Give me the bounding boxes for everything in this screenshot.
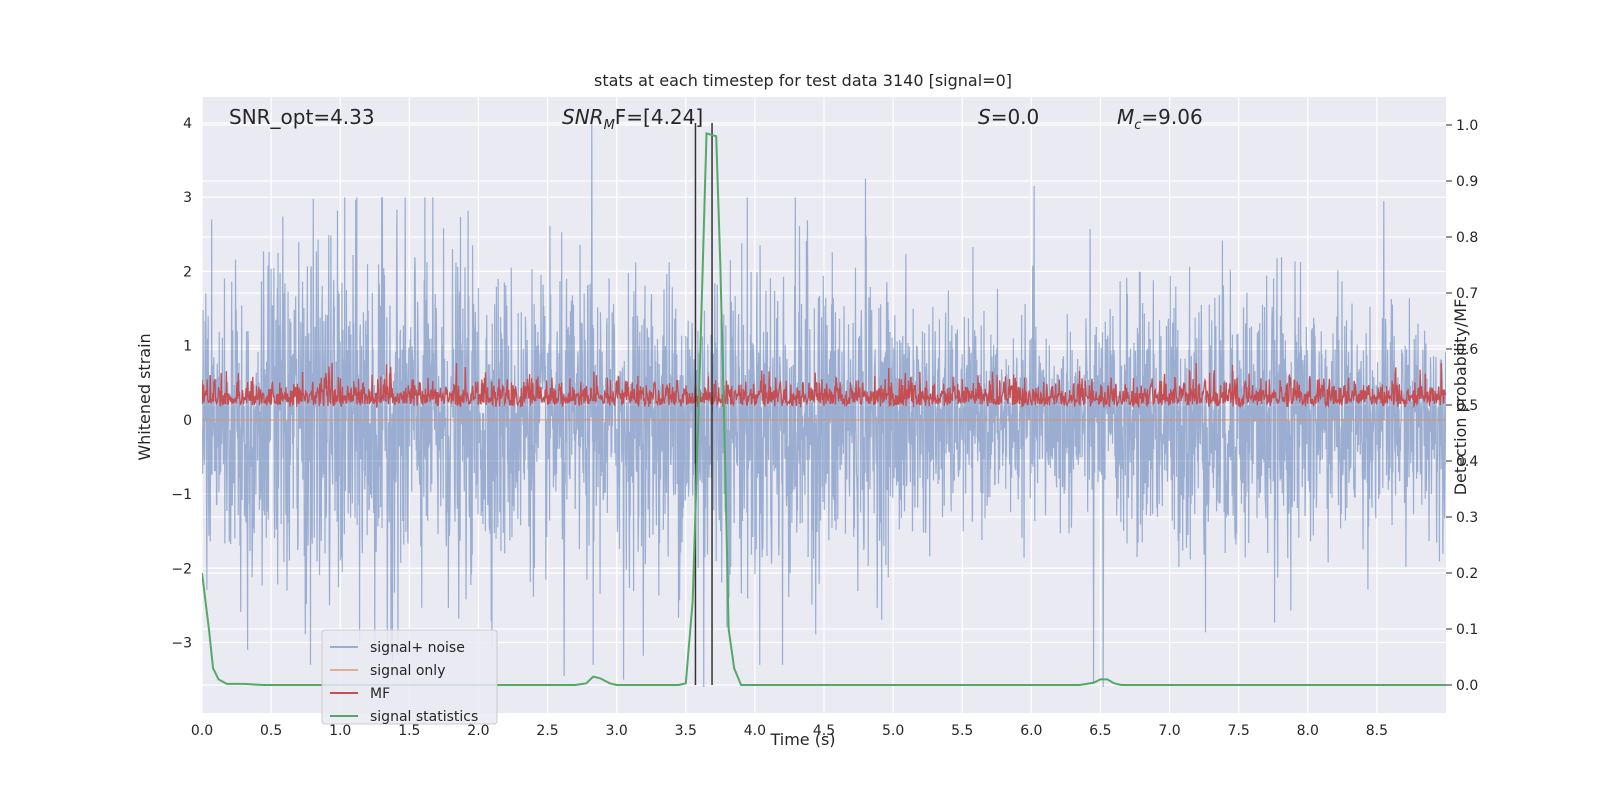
- signal-statistics-series: [202, 132, 1446, 686]
- legend-entry-label: signal+ noise: [370, 640, 465, 656]
- x-tick-label: 3.5: [675, 723, 697, 739]
- legend-entry-label: MF: [370, 686, 390, 702]
- x-tick-label: 6.0: [1020, 723, 1042, 739]
- s-variable: S: [978, 105, 991, 129]
- x-axis-label: Time (s): [769, 730, 835, 749]
- legend: signal+ noise signal only MF signal statist…: [321, 629, 498, 725]
- y-right-tick-label: 0.7: [1456, 286, 1478, 302]
- y-left-tick-label: −1: [171, 487, 192, 503]
- mf-series: [202, 362, 1446, 409]
- y-right-tick-label: 0.9: [1456, 174, 1478, 190]
- y-left-tick-label: −2: [171, 561, 192, 577]
- legend-entry-label: signal only: [370, 663, 445, 679]
- y-right-tick-label: 0.1: [1456, 622, 1478, 638]
- y-axis-right-ticks: 0.0 0.1 0.2 0.3 0.4 0.5 0.6 0.7 0.8 0.9 1.0: [1446, 118, 1478, 694]
- mc-variable: M: [1117, 105, 1134, 129]
- mc-value: =9.06: [1141, 105, 1202, 129]
- y-right-tick-label: 0.3: [1456, 510, 1478, 526]
- snr-mf-suffix: F=[4.24]: [615, 105, 703, 129]
- y-left-tick-label: −3: [171, 635, 192, 651]
- y-right-tick-label: 0.4: [1456, 454, 1478, 470]
- legend-box: [321, 629, 498, 725]
- x-tick-label: 0.0: [191, 723, 213, 739]
- x-tick-label: 8.0: [1297, 723, 1319, 739]
- annotation-snr-opt: SNR_opt=4.33: [229, 105, 375, 129]
- y-left-tick-label: 2: [183, 264, 192, 280]
- y-left-tick-label: 4: [183, 116, 192, 132]
- x-tick-label: 8.5: [1366, 723, 1388, 739]
- x-tick-label: 4.5: [813, 723, 835, 739]
- y-right-tick-label: 0.8: [1456, 230, 1478, 246]
- signal-statistics-line: [202, 132, 1446, 686]
- annotation-snr-mf: SNRMF=[4.24]: [562, 105, 703, 133]
- y-left-tick-label: 0: [183, 413, 192, 429]
- x-tick-label: 5.5: [951, 723, 973, 739]
- x-tick-label: 2.0: [467, 723, 489, 739]
- y-right-tick-label: 0.0: [1456, 678, 1478, 694]
- y-left-tick-label: 3: [183, 190, 192, 206]
- chart-title: stats at each timestep for test data 314…: [594, 71, 1012, 90]
- x-tick-label: 6.5: [1089, 723, 1111, 739]
- snr-mf-subscript: M: [604, 118, 615, 133]
- snr-mf-prefix: SNR: [562, 105, 604, 129]
- y-left-tick-label: 1: [183, 339, 192, 355]
- x-tick-label: 7.0: [1158, 723, 1180, 739]
- s-value: =0.0: [991, 105, 1040, 129]
- vline-layer: [694, 122, 713, 685]
- y-right-tick-label: 0.6: [1456, 342, 1478, 358]
- signal-noise-series: [202, 122, 1446, 688]
- signal-noise-line: [202, 122, 1446, 688]
- x-tick-label: 3.0: [606, 723, 628, 739]
- x-tick-label: 1.0: [329, 723, 351, 739]
- mc-subscript: c: [1134, 118, 1141, 133]
- x-axis-ticks: 0.0 0.5 1.0 1.5 2.0 2.5 3.0 3.5 4.0 4.5 5.0 5.5 6.0 6…: [191, 723, 1388, 739]
- x-tick-label: 5.0: [882, 723, 904, 739]
- y-right-tick-label: 0.5: [1456, 398, 1478, 414]
- x-tick-label: 0.5: [260, 723, 282, 739]
- y-axis-right-label: Detection probability/MF: [1451, 299, 1470, 496]
- annotation-s: S=0.0: [978, 105, 1039, 129]
- y-axis-left-ticks: −3 −2 −1 0 1 2 3 4: [171, 116, 192, 652]
- y-right-tick-label: 1.0: [1456, 118, 1478, 134]
- x-tick-label: 7.5: [1228, 723, 1250, 739]
- y-right-tick-label: 0.2: [1456, 566, 1478, 582]
- x-tick-label: 4.0: [744, 723, 766, 739]
- x-tick-label: 2.5: [536, 723, 558, 739]
- y-axis-left-label: Whitened strain: [135, 333, 154, 460]
- annotation-mc: Mc=9.06: [1117, 105, 1203, 133]
- x-tick-label: 1.5: [398, 723, 420, 739]
- mf-line: [202, 362, 1446, 409]
- legend-entry-label: signal statistics: [370, 709, 478, 725]
